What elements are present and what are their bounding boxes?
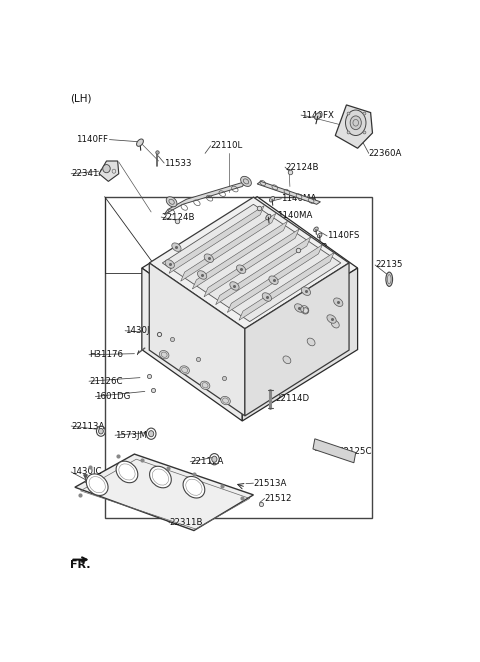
Text: H31176: H31176	[89, 350, 123, 359]
Text: 1430JK: 1430JK	[125, 326, 155, 335]
Text: 22113A: 22113A	[71, 422, 105, 430]
Text: 1140FF: 1140FF	[76, 135, 108, 144]
Ellipse shape	[150, 466, 171, 488]
Ellipse shape	[230, 282, 239, 290]
Text: 21513A: 21513A	[253, 479, 287, 488]
Polygon shape	[149, 263, 245, 416]
Ellipse shape	[334, 298, 343, 307]
Polygon shape	[257, 181, 321, 205]
Text: 21126C: 21126C	[89, 377, 122, 386]
Ellipse shape	[350, 116, 361, 130]
Ellipse shape	[159, 350, 169, 359]
Text: FR.: FR.	[71, 560, 91, 570]
Ellipse shape	[212, 456, 217, 462]
Ellipse shape	[172, 243, 181, 252]
Ellipse shape	[266, 214, 271, 220]
Ellipse shape	[197, 271, 207, 279]
Text: 22112A: 22112A	[190, 457, 224, 466]
Polygon shape	[192, 221, 288, 289]
Ellipse shape	[346, 110, 366, 136]
Polygon shape	[313, 439, 356, 463]
Text: 21512: 21512	[264, 494, 292, 503]
Text: 11533: 11533	[164, 158, 192, 167]
Text: 22360A: 22360A	[369, 149, 402, 158]
Text: 1601DG: 1601DG	[96, 392, 131, 401]
Polygon shape	[164, 181, 246, 214]
Polygon shape	[180, 213, 276, 281]
Ellipse shape	[315, 113, 321, 119]
Ellipse shape	[98, 428, 103, 434]
Ellipse shape	[240, 176, 252, 187]
Text: (LH): (LH)	[71, 94, 92, 104]
Polygon shape	[242, 268, 358, 421]
Ellipse shape	[166, 197, 177, 207]
Ellipse shape	[116, 461, 138, 483]
Text: 1140MA: 1140MA	[281, 194, 317, 203]
Text: 22114D: 22114D	[275, 393, 309, 402]
Bar	[105, 197, 372, 518]
Ellipse shape	[103, 165, 110, 173]
Ellipse shape	[183, 477, 205, 498]
Ellipse shape	[313, 227, 318, 232]
Polygon shape	[75, 454, 253, 530]
Ellipse shape	[269, 197, 275, 202]
Ellipse shape	[386, 272, 393, 287]
Ellipse shape	[221, 397, 230, 404]
Polygon shape	[149, 197, 349, 329]
Ellipse shape	[301, 287, 311, 295]
Ellipse shape	[180, 366, 190, 374]
Ellipse shape	[331, 320, 339, 328]
Text: 22124B: 22124B	[294, 243, 328, 252]
Ellipse shape	[237, 265, 246, 273]
Ellipse shape	[295, 304, 304, 312]
Ellipse shape	[317, 233, 322, 238]
Ellipse shape	[165, 260, 174, 268]
Text: 22129: 22129	[290, 301, 317, 310]
Text: 1140FS: 1140FS	[327, 232, 360, 240]
Polygon shape	[99, 161, 119, 181]
Polygon shape	[169, 206, 264, 273]
Polygon shape	[162, 205, 341, 322]
Text: 1140MA: 1140MA	[277, 211, 312, 220]
Polygon shape	[245, 263, 349, 416]
Text: 1573JM: 1573JM	[115, 431, 147, 440]
Polygon shape	[142, 197, 358, 340]
Text: 22341A: 22341A	[71, 169, 105, 178]
Polygon shape	[204, 229, 299, 297]
Polygon shape	[228, 245, 323, 312]
Ellipse shape	[86, 474, 108, 495]
Ellipse shape	[137, 139, 144, 146]
Polygon shape	[216, 237, 311, 305]
Text: 22125C: 22125C	[338, 447, 372, 456]
Ellipse shape	[262, 293, 272, 301]
Ellipse shape	[269, 276, 278, 285]
Ellipse shape	[200, 381, 210, 389]
Text: 1430JC: 1430JC	[71, 467, 102, 477]
Text: 1140FX: 1140FX	[301, 111, 334, 120]
Polygon shape	[142, 268, 242, 421]
Polygon shape	[335, 105, 372, 148]
Text: 22124B: 22124B	[285, 163, 319, 171]
Text: 22110L: 22110L	[211, 141, 243, 150]
Ellipse shape	[204, 254, 214, 262]
Ellipse shape	[327, 314, 336, 323]
Text: 22135: 22135	[375, 260, 403, 269]
Text: 22311B: 22311B	[170, 518, 203, 528]
Text: 22124B: 22124B	[161, 213, 195, 222]
Ellipse shape	[283, 356, 291, 363]
Polygon shape	[239, 252, 334, 320]
Ellipse shape	[307, 338, 315, 346]
Ellipse shape	[148, 431, 154, 437]
